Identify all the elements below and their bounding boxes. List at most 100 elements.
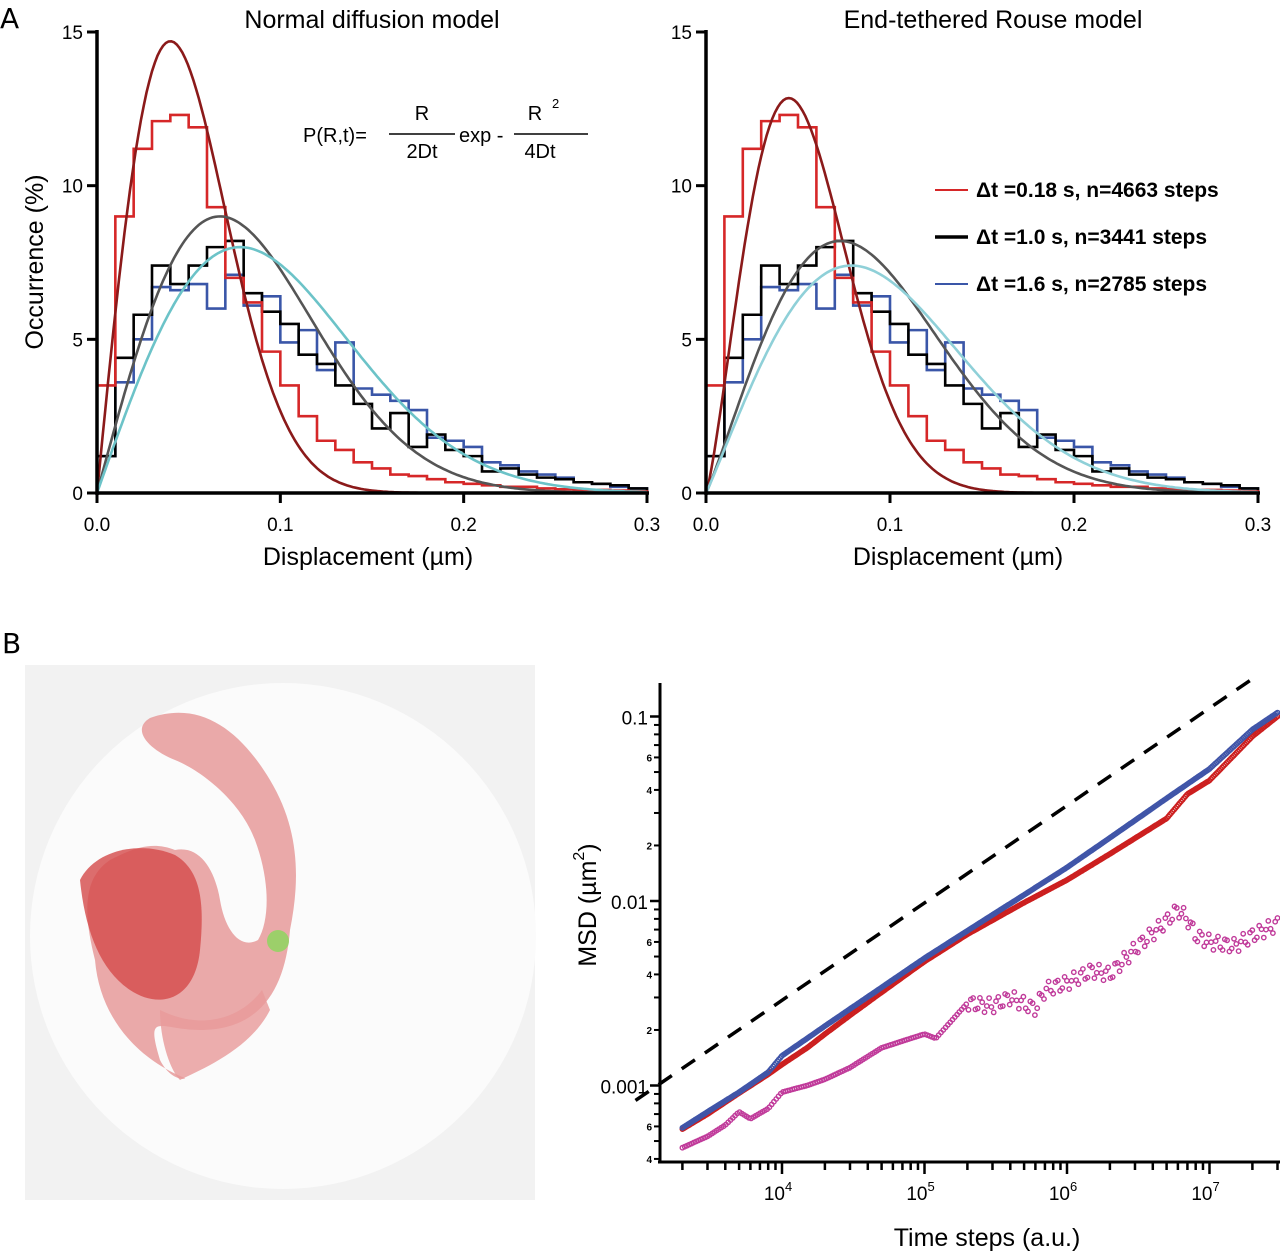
x-tick-label: 0.2	[450, 515, 476, 536]
y-tick-label: 0.001	[600, 1078, 648, 1099]
histogram-series-2	[704, 273, 1260, 493]
data-point	[1059, 985, 1066, 991]
data-point	[965, 1006, 972, 1013]
y-axis-label-text: MSD (µm	[574, 861, 602, 967]
data-point	[1160, 927, 1166, 934]
formula-lhs: P(R,t)=	[303, 125, 367, 147]
data-point	[1270, 930, 1276, 936]
formula-numerator-1: R	[415, 103, 429, 125]
series-magenta	[679, 903, 1280, 1151]
data-point	[1135, 949, 1141, 956]
y-tick-label: 10	[62, 177, 83, 198]
data-point	[931, 1034, 938, 1041]
y-minor-label: 6	[646, 1122, 652, 1133]
tether-site	[267, 930, 289, 952]
y-tick-label: 15	[671, 23, 692, 44]
data-point	[1119, 961, 1125, 968]
formula-denominator-1: 2Dt	[406, 141, 438, 163]
data-point	[1114, 960, 1121, 966]
data-point	[1045, 978, 1052, 985]
data-point	[1185, 924, 1192, 931]
y-tick-label: 0	[681, 484, 692, 505]
data-point	[1153, 926, 1160, 933]
chart-title: Normal diffusion model	[244, 6, 499, 34]
y-minor-label: 2	[646, 841, 652, 852]
data-point	[1096, 961, 1102, 968]
data-point	[1034, 1005, 1041, 1012]
histogram-series-0	[95, 113, 649, 493]
data-point	[1173, 905, 1180, 911]
y-minor-label: 2	[646, 1026, 652, 1037]
data-point	[1066, 986, 1073, 992]
fit-curve-1	[95, 215, 647, 495]
data-point	[1208, 939, 1215, 946]
data-point	[1180, 904, 1187, 911]
y-tick-label: 5	[72, 330, 83, 351]
histogram-series-1	[95, 239, 649, 493]
x-tick-label: 0.2	[1061, 515, 1087, 536]
data-point	[1274, 915, 1280, 921]
x-tick-label: 107	[1191, 1179, 1219, 1205]
polymer-cloud	[80, 712, 296, 1080]
formula-exp: exp -	[459, 125, 503, 147]
data-point	[1263, 926, 1269, 933]
data-point	[1116, 968, 1123, 975]
data-point	[988, 1004, 995, 1010]
data-point	[1123, 954, 1130, 960]
fit-curve-2	[704, 264, 1259, 494]
data-point	[1183, 915, 1189, 922]
data-point	[1210, 947, 1217, 953]
panel-label-b: B	[2, 627, 21, 660]
data-point	[1231, 935, 1237, 942]
data-point	[1244, 941, 1251, 948]
reference-slope-line	[634, 677, 1254, 1102]
histogram-normal-diffusion: Normal diffusion model 0.0 0.1 0.2 0.3 0 5 10 1…	[21, 6, 660, 571]
data-point	[1212, 938, 1219, 944]
data-point	[1144, 938, 1150, 945]
data-point	[1240, 930, 1247, 937]
data-point	[1091, 975, 1098, 981]
data-point	[1105, 964, 1112, 971]
x-tick-label: 0.0	[84, 515, 110, 536]
legend-label-1: Δt =1.0 s, n=3441 steps	[976, 226, 1207, 249]
data-point	[1233, 941, 1240, 947]
legend-label-0: Δt =0.18 s, n=4663 steps	[976, 179, 1219, 202]
data-point	[1260, 934, 1267, 941]
fit-curve-2	[95, 245, 647, 494]
x-tick-label: 0.0	[693, 515, 719, 536]
x-tick-label: 0.3	[634, 515, 660, 536]
x-tick-label: 0.1	[877, 515, 903, 536]
x-tick-label: 104	[764, 1179, 792, 1205]
data-point	[995, 994, 1002, 1000]
data-point	[1155, 917, 1162, 924]
data-point	[963, 1001, 970, 1008]
data-point	[1084, 974, 1091, 981]
y-axis-label-close: )	[574, 843, 602, 851]
data-point	[1189, 920, 1196, 927]
data-point	[979, 999, 986, 1006]
data-point	[1151, 936, 1157, 943]
y-axis-label: MSD (µm2)	[571, 843, 602, 966]
data-point	[986, 995, 992, 1001]
data-point	[1089, 964, 1096, 971]
data-point	[1164, 911, 1171, 918]
data-point	[1025, 1008, 1031, 1015]
data-point	[1176, 914, 1183, 921]
histogram-series-2	[95, 273, 649, 493]
data-point	[1098, 970, 1105, 976]
data-point	[1041, 996, 1047, 1002]
data-point	[1080, 966, 1086, 972]
legend-label-2: Δt =1.6 s, n=2785 steps	[976, 273, 1207, 296]
data-point	[1073, 977, 1080, 983]
data-point	[1194, 938, 1201, 945]
svg-text:MSD (µm2): MSD (µm2)	[571, 843, 602, 966]
msd-loglog-plot: 0.001 0.01 0.1 4 6 2 4 6 2 4 6 104 105 106 107 Time st…	[571, 677, 1280, 1252]
data-point	[1139, 934, 1146, 941]
histogram-series-1	[704, 239, 1260, 493]
legend: Δt =0.18 s, n=4663 steps Δt =1.0 s, n=344…	[935, 179, 1219, 296]
data-point	[1267, 925, 1274, 932]
data-point	[1016, 1005, 1022, 1012]
data-point	[999, 1003, 1006, 1009]
data-point	[977, 995, 983, 1001]
